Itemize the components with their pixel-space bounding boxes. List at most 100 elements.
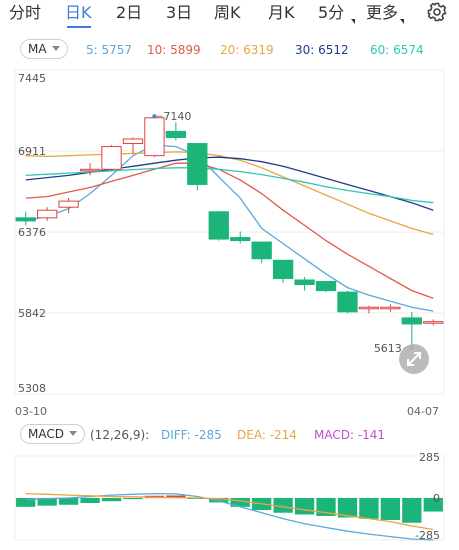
settings-button[interactable] <box>425 0 449 24</box>
candle <box>79 163 101 176</box>
macd-selector-label: MACD <box>28 427 64 441</box>
ma-indicator-selector[interactable]: MA <box>20 39 68 59</box>
candle <box>337 290 358 314</box>
macd-grid <box>14 455 445 541</box>
kline-grid <box>14 69 445 395</box>
macd-tick-label: 0 <box>433 492 440 505</box>
candle-body <box>208 211 229 240</box>
candle <box>272 259 294 284</box>
macd-indicator-selector[interactable]: MACD <box>20 424 85 444</box>
chevron-down-icon <box>351 19 355 24</box>
ma10-legend: 10: 5899 <box>147 43 201 57</box>
candles <box>15 116 444 348</box>
candle <box>122 137 144 155</box>
candle <box>208 211 229 241</box>
macd-bar <box>166 495 186 498</box>
macd-bar <box>380 498 401 520</box>
ma20-legend: 20: 6319 <box>220 43 274 57</box>
macd-value-legend: MACD: -141 <box>314 428 386 442</box>
candle <box>423 319 444 326</box>
macd-bar <box>273 498 293 513</box>
candle-body <box>272 259 294 279</box>
candle-body <box>79 168 101 172</box>
ma30-legend: 30: 6512 <box>295 43 349 57</box>
candle <box>358 305 380 314</box>
candle <box>294 276 315 291</box>
low-marker-label: 5613 <box>374 342 402 355</box>
candle-body <box>187 143 208 185</box>
chevron-down-icon <box>51 46 60 51</box>
tab-weekly-k[interactable]: 周K <box>214 3 241 22</box>
candle-body <box>423 321 444 324</box>
y-tick-label: 6911 <box>18 145 46 158</box>
macd-bar <box>101 498 122 502</box>
crosshair-handle-icon <box>407 352 421 366</box>
ma-line-ma20 <box>25 151 434 236</box>
active-tab-indicator <box>67 26 91 28</box>
candle <box>187 143 208 191</box>
y-tick-label: 6376 <box>18 226 46 239</box>
macd-line-dea <box>25 492 434 531</box>
macd-lines <box>25 492 434 541</box>
tab-3-day[interactable]: 3日 <box>166 3 193 22</box>
candle <box>230 231 251 244</box>
candle <box>401 311 422 348</box>
macd-tick-label: 285 <box>419 451 440 464</box>
macd-bar <box>230 498 250 507</box>
macd-bar <box>209 498 229 503</box>
ma-line-ma60 <box>25 167 434 204</box>
tab-2-day[interactable]: 2日 <box>116 3 143 22</box>
candle-body <box>315 281 337 292</box>
high-marker-label: 7140 <box>163 110 191 123</box>
tab-more[interactable]: 更多 <box>366 3 399 22</box>
extreme-markers: 7140 5613 <box>152 110 414 355</box>
candle <box>380 304 401 312</box>
x-label-start: 03-10 <box>15 405 47 418</box>
macd-dea-legend: DEA: -214 <box>237 428 297 442</box>
tab-intraday[interactable]: 分时 <box>9 3 42 22</box>
ma5-legend: 5: 5757 <box>86 43 133 57</box>
candle <box>101 145 122 171</box>
candle-body <box>401 317 422 325</box>
candle-body <box>37 209 58 219</box>
macd-chart: 285 0 -285 <box>14 451 445 542</box>
candle <box>15 211 36 226</box>
candle <box>251 241 272 264</box>
chevron-down-icon <box>400 19 404 24</box>
chevron-down-icon <box>68 431 77 436</box>
candle <box>144 116 165 158</box>
tab-daily-k[interactable]: 日K <box>65 3 92 22</box>
tab-5-minute[interactable]: 5分 <box>318 3 345 22</box>
moving-average-lines <box>25 144 434 312</box>
macd-bar <box>16 498 36 507</box>
macd-params: (12,26,9): <box>90 428 150 442</box>
period-tab-bar: 分时 日K 2日 3日 周K 月K 5分 更多 <box>0 0 459 30</box>
candle-body <box>101 146 122 170</box>
candle-body <box>380 306 401 310</box>
ma-line-ma10 <box>25 162 434 299</box>
ma-selector-label: MA <box>28 42 47 56</box>
macd-diff-legend: DIFF: -285 <box>161 428 222 442</box>
price-axis: 7445 6911 6376 5842 5308 <box>18 72 46 395</box>
macd-bar <box>337 498 358 518</box>
macd-bar <box>402 498 422 523</box>
tab-monthly-k[interactable]: 月K <box>268 3 295 22</box>
candle <box>315 281 337 293</box>
kline-chart[interactable]: 7445 6911 6376 5842 5308 7140 5613 03-10 04-0… <box>0 60 459 422</box>
gear-icon <box>427 2 447 22</box>
y-tick-label: 7445 <box>18 72 46 85</box>
macd-bar <box>359 498 379 519</box>
candle-body <box>358 306 380 310</box>
ma60-legend: 60: 6574 <box>370 43 424 57</box>
candle-body <box>294 279 315 286</box>
y-tick-label: 5842 <box>18 307 46 320</box>
crosshair-handle[interactable] <box>399 344 429 374</box>
x-label-end: 04-07 <box>407 405 439 418</box>
candle-body <box>251 241 272 260</box>
macd-bar <box>37 498 57 506</box>
candle-body <box>144 117 165 157</box>
macd-tick-label: -285 <box>415 529 440 542</box>
ma-line-ma5 <box>25 144 434 312</box>
candle <box>58 198 79 214</box>
macd-bar <box>58 498 79 505</box>
